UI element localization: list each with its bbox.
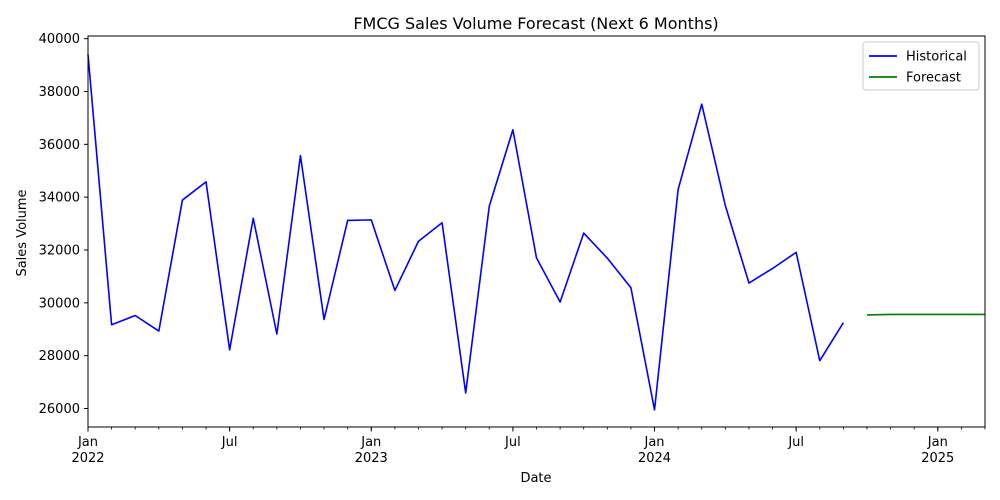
series-line-historical bbox=[87, 54, 845, 411]
x-tick-year-label: 2024 bbox=[638, 451, 671, 466]
plot-frame bbox=[87, 35, 986, 428]
x-tick-label: Jul bbox=[504, 435, 521, 450]
x-tick-year-label: 2022 bbox=[71, 451, 104, 466]
plot-area bbox=[87, 35, 986, 428]
y-tick-label: 38000 bbox=[39, 85, 80, 100]
y-tick-label: 28000 bbox=[39, 349, 80, 364]
chart-title: FMCG Sales Volume Forecast (Next 6 Month… bbox=[353, 14, 718, 33]
x-tick-year-label: 2023 bbox=[355, 451, 388, 466]
x-tick-label: Jan bbox=[360, 435, 381, 450]
x-tick-year-label: 2025 bbox=[921, 451, 954, 466]
x-tick-label: Jan bbox=[927, 435, 948, 450]
legend-label-forecast: Forecast bbox=[906, 71, 961, 86]
x-tick-label: Jan bbox=[644, 435, 665, 450]
y-axis-title: Sales Volume bbox=[15, 189, 30, 276]
y-tick-label: 34000 bbox=[39, 191, 80, 206]
x-tick-label: Jan bbox=[77, 435, 98, 450]
series-line-forecast bbox=[866, 313, 985, 316]
legend: Historical Forecast bbox=[862, 41, 980, 91]
legend-box bbox=[862, 41, 980, 91]
y-tick-label: 40000 bbox=[39, 32, 80, 47]
y-tick-label: 26000 bbox=[39, 402, 80, 417]
x-axis-title: Date bbox=[520, 471, 551, 486]
legend-label-historical: Historical bbox=[906, 50, 967, 65]
y-axis: 26000 28000 30000 32000 34000 36000 38000 40000 bbox=[39, 32, 88, 417]
x-tick-label: Jul bbox=[787, 435, 804, 450]
y-tick-label: 30000 bbox=[39, 296, 80, 311]
x-tick-label: Jul bbox=[221, 435, 238, 450]
y-tick-label: 36000 bbox=[39, 138, 80, 153]
y-tick-label: 32000 bbox=[39, 243, 80, 258]
